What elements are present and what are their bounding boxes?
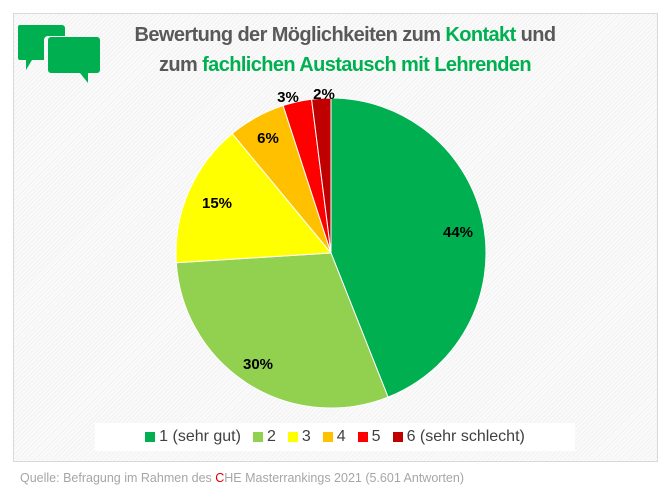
legend-item: 1 (sehr gut) <box>145 428 241 446</box>
title-text: zum <box>158 54 203 76</box>
legend-swatch <box>252 432 263 442</box>
legend-item: 6 (sehr schlecht) <box>392 428 525 446</box>
pie-slice <box>175 252 389 409</box>
pie-slice <box>330 97 487 398</box>
legend: 1 (sehr gut) 2 3 4 5 6 (sehr schlecht) <box>95 423 575 451</box>
legend-item: 2 <box>252 428 276 446</box>
pie-slice <box>311 97 332 254</box>
legend-label: 1 (sehr gut) <box>159 428 241 445</box>
legend-label: 2 <box>266 428 276 445</box>
title-highlight: fachlichen Austausch mit Lehrenden <box>202 54 532 76</box>
title-text: Bewertung der Möglichkeiten zum <box>134 24 446 46</box>
legend-label: 5 <box>371 428 381 445</box>
data-label: 3% <box>277 89 299 106</box>
data-label: 44% <box>443 224 473 241</box>
title-highlight: Kontakt <box>445 24 516 46</box>
pie-slice <box>175 132 333 264</box>
legend-swatch <box>145 432 156 442</box>
legend-swatch <box>287 432 298 442</box>
title-text: und <box>515 24 556 46</box>
speech-bubbles-icon <box>18 25 100 83</box>
legend-label: 4 <box>336 428 346 445</box>
legend-label: 3 <box>301 428 311 445</box>
legend-label: 6 (sehr schlecht) <box>406 428 525 445</box>
chart-title: Bewertung der Möglichkeiten zum Kontakt … <box>100 20 590 80</box>
legend-swatch <box>322 432 333 442</box>
data-label: 6% <box>257 130 279 147</box>
source-che-c: C <box>215 471 225 485</box>
data-label: 30% <box>243 356 273 373</box>
legend-swatch <box>357 432 368 442</box>
data-label: 15% <box>202 195 232 212</box>
pie-chart: 44% 30% 15% 6% 3% 2% <box>175 86 487 409</box>
legend-item: 4 <box>322 428 346 446</box>
legend-item: 3 <box>287 428 311 446</box>
legend-item: 5 <box>357 428 381 446</box>
source-note: Quelle: Befragung im Rahmen des CHE Mast… <box>20 471 464 485</box>
source-text: HE Masterrankings 2021 (5.601 Antworten) <box>224 471 464 485</box>
data-label: 2% <box>313 86 335 103</box>
source-text: Quelle: Befragung im Rahmen des <box>20 471 216 485</box>
legend-swatch <box>392 432 403 442</box>
